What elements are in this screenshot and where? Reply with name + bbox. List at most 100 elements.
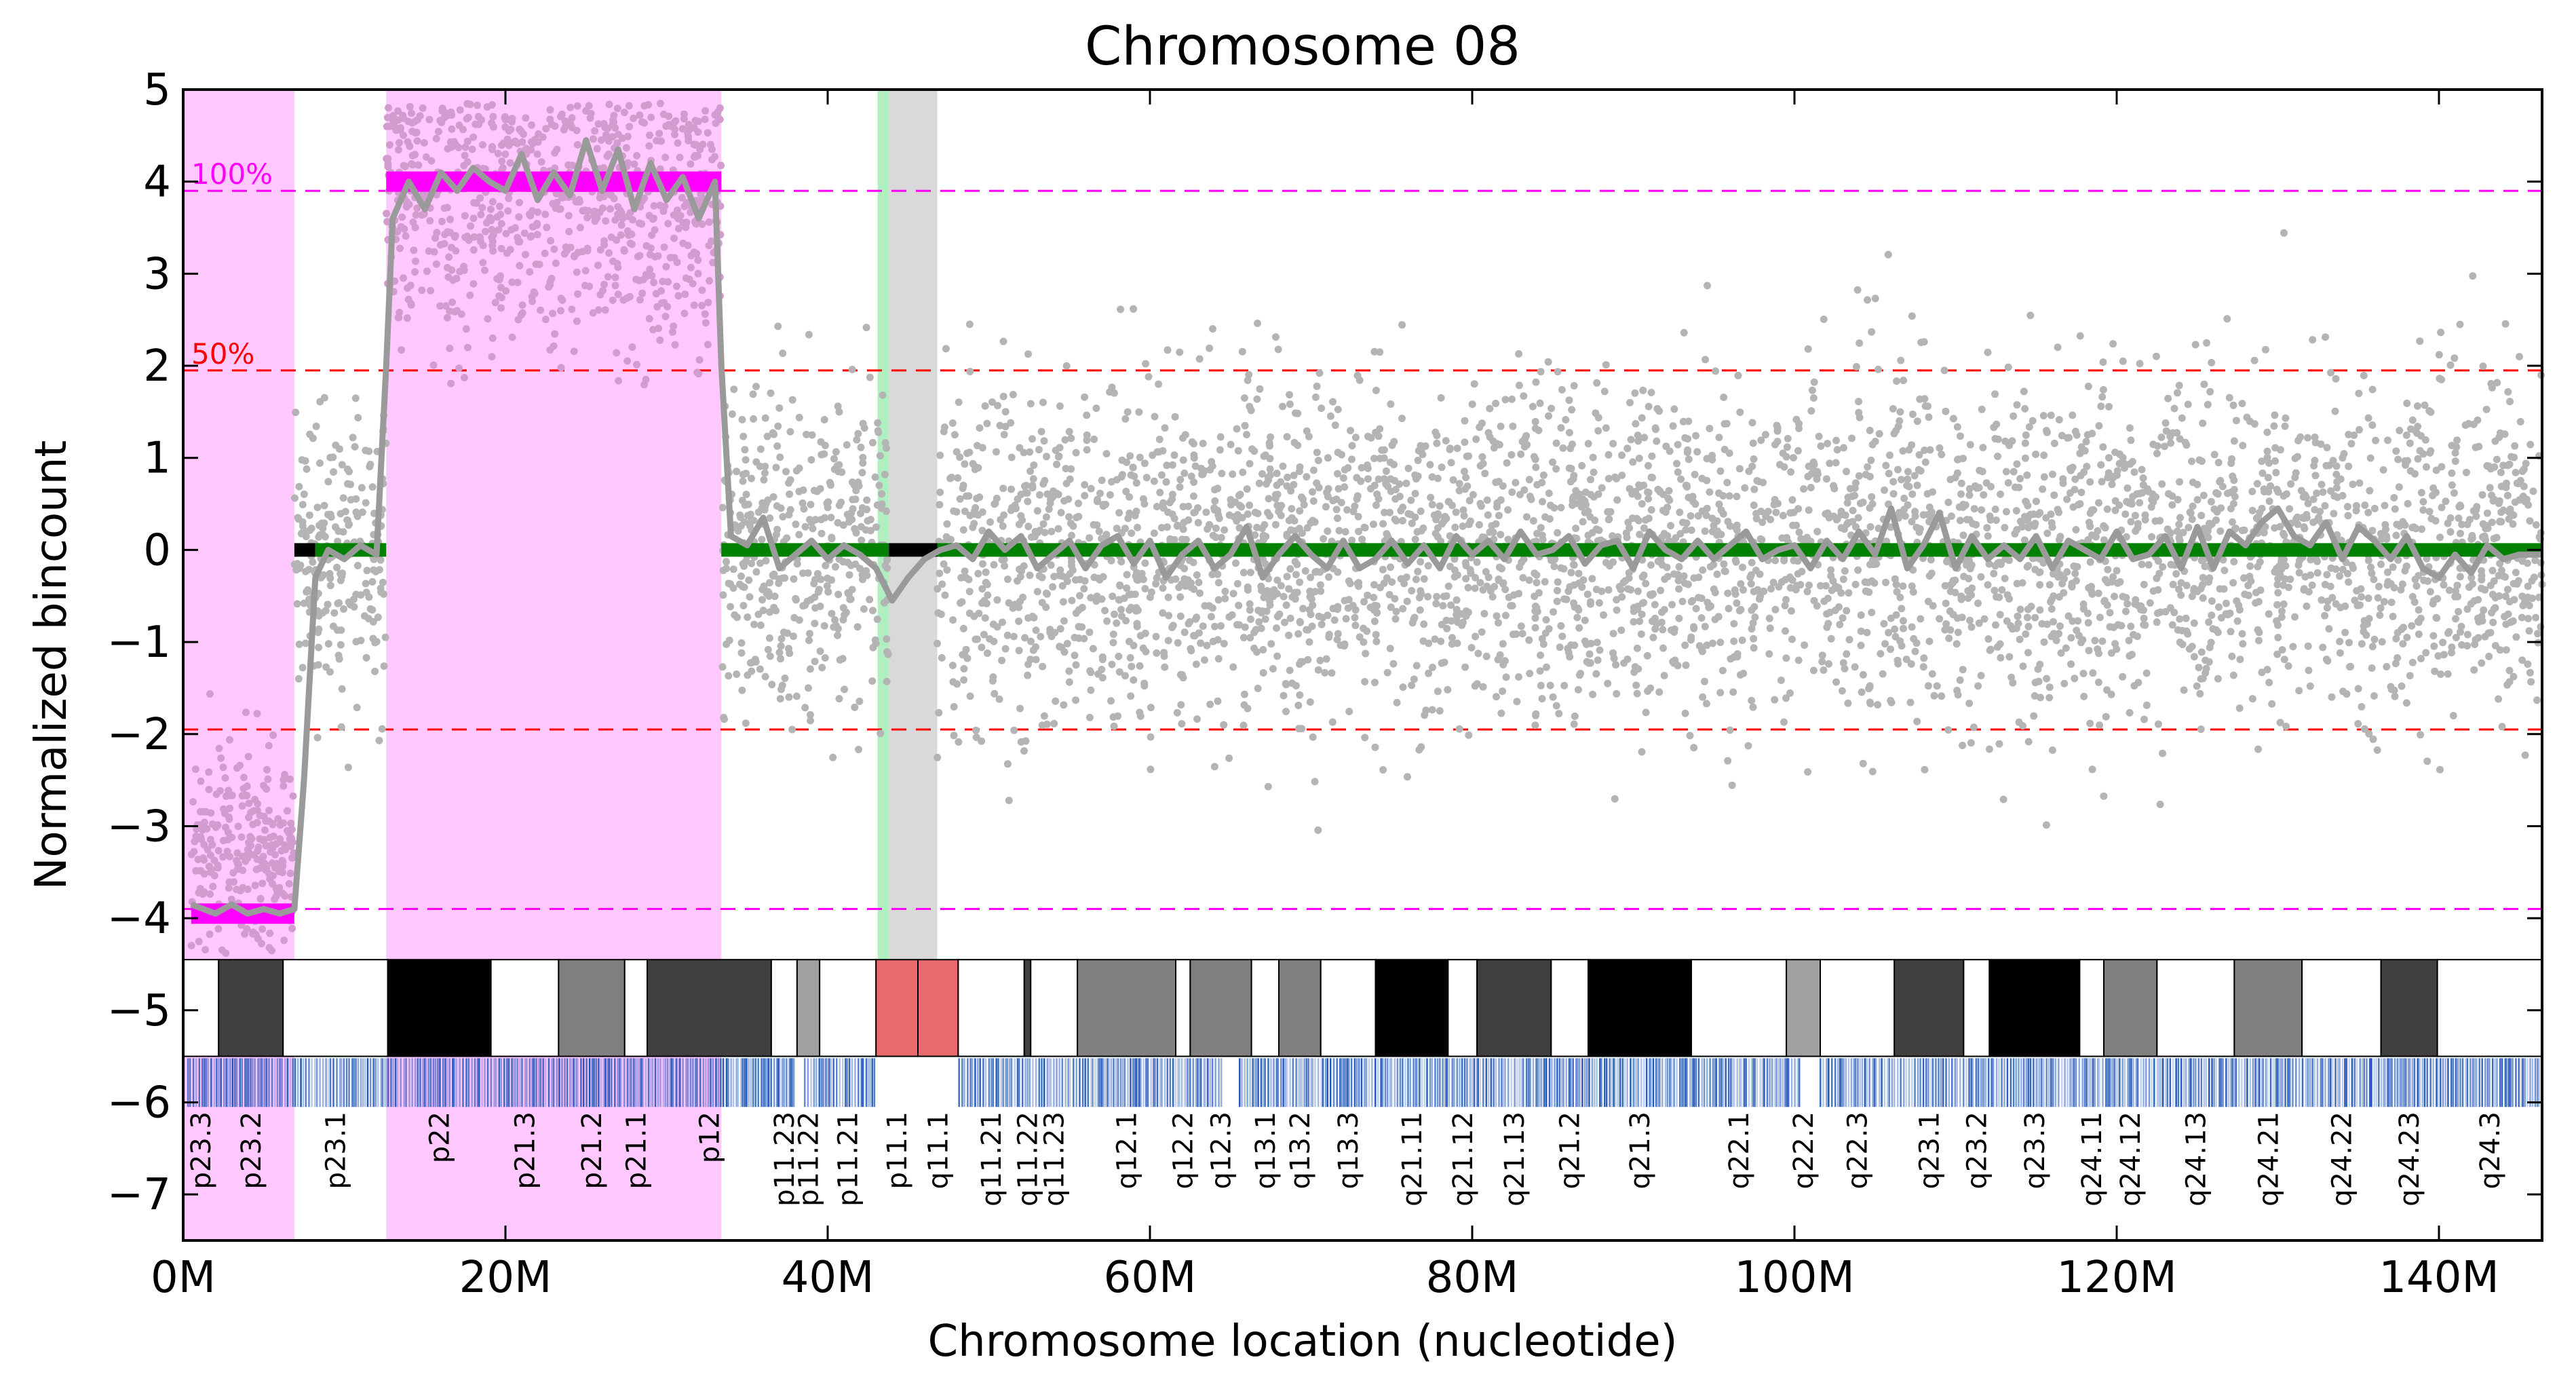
data-point	[660, 299, 668, 307]
data-point	[2462, 468, 2470, 476]
data-point	[2487, 465, 2495, 473]
data-point	[339, 494, 347, 502]
data-point	[1111, 610, 1118, 618]
data-point	[1195, 578, 1203, 586]
data-point	[799, 499, 807, 507]
data-point	[647, 113, 655, 121]
data-point	[1555, 710, 1563, 718]
data-point	[351, 442, 359, 451]
data-point	[1115, 509, 1123, 517]
data-point	[2160, 442, 2168, 451]
data-point	[1147, 733, 1155, 741]
data-point	[845, 571, 853, 579]
data-point	[2126, 424, 2134, 432]
data-point	[1361, 734, 1369, 742]
data-point	[685, 121, 693, 129]
data-point	[274, 815, 282, 823]
data-point	[436, 117, 444, 125]
data-point	[2054, 343, 2062, 352]
data-point	[1208, 604, 1216, 612]
data-point	[646, 265, 654, 273]
reference-label-0: 100%	[191, 157, 273, 191]
data-point	[1379, 565, 1387, 573]
data-point	[873, 615, 881, 624]
ideogram-band	[2233, 959, 2303, 1057]
data-point	[1749, 439, 1757, 447]
data-point	[1630, 618, 1638, 626]
data-point	[1737, 605, 1745, 613]
data-point	[2495, 695, 2503, 703]
data-point	[528, 297, 537, 305]
data-point	[1632, 681, 1640, 689]
data-point	[1075, 499, 1082, 508]
data-point	[986, 518, 994, 526]
data-point	[972, 726, 980, 734]
data-point	[823, 499, 831, 508]
data-point	[469, 133, 478, 141]
data-point	[319, 525, 327, 533]
data-point	[811, 658, 819, 666]
data-point	[636, 296, 644, 304]
data-point	[694, 269, 702, 278]
data-point	[2223, 315, 2231, 323]
data-point	[576, 223, 584, 231]
data-point	[1170, 451, 1178, 459]
data-point	[1660, 672, 1668, 679]
data-point	[678, 193, 686, 202]
data-point	[1557, 622, 1565, 630]
data-point	[2103, 505, 2111, 513]
data-point	[1822, 475, 1830, 483]
data-point	[286, 869, 294, 877]
data-point	[514, 316, 522, 324]
data-point	[1095, 527, 1103, 535]
data-point	[258, 925, 267, 933]
data-point	[1594, 427, 1602, 435]
data-point	[1602, 361, 1610, 369]
data-point	[761, 672, 769, 681]
data-point	[1101, 607, 1109, 615]
data-point	[959, 624, 967, 632]
data-point	[2188, 515, 2196, 523]
data-point	[596, 246, 604, 254]
data-point	[646, 250, 654, 259]
data-point	[546, 106, 554, 114]
data-point	[1748, 606, 1756, 614]
data-point	[601, 124, 609, 132]
data-point	[830, 455, 838, 463]
data-point	[195, 889, 203, 896]
data-point	[571, 252, 579, 260]
data-point	[1235, 601, 1243, 609]
data-point	[411, 268, 419, 276]
ideogram-band	[1077, 959, 1176, 1057]
data-point	[1670, 405, 1678, 413]
data-point	[872, 639, 880, 647]
data-point	[2366, 454, 2375, 462]
data-point	[695, 356, 704, 364]
data-point	[619, 296, 628, 304]
data-point	[580, 207, 588, 214]
data-point	[586, 114, 594, 122]
data-point	[960, 676, 968, 684]
data-point	[956, 453, 964, 461]
data-point	[436, 302, 444, 310]
data-point	[547, 120, 556, 128]
data-point	[1414, 457, 1422, 464]
data-point	[874, 428, 883, 436]
data-point	[2141, 621, 2149, 629]
data-point	[723, 640, 731, 648]
data-point	[1065, 667, 1073, 675]
data-point	[400, 131, 407, 139]
data-point	[2142, 669, 2151, 677]
data-point	[1328, 718, 1337, 726]
data-point	[1602, 424, 1610, 432]
data-point	[411, 223, 419, 231]
data-point	[2387, 599, 2396, 607]
data-point	[446, 344, 454, 352]
data-point	[352, 638, 360, 646]
data-point	[217, 754, 225, 762]
data-point	[508, 333, 516, 341]
data-point	[1150, 477, 1158, 485]
data-point	[614, 263, 622, 271]
data-point	[685, 276, 693, 283]
